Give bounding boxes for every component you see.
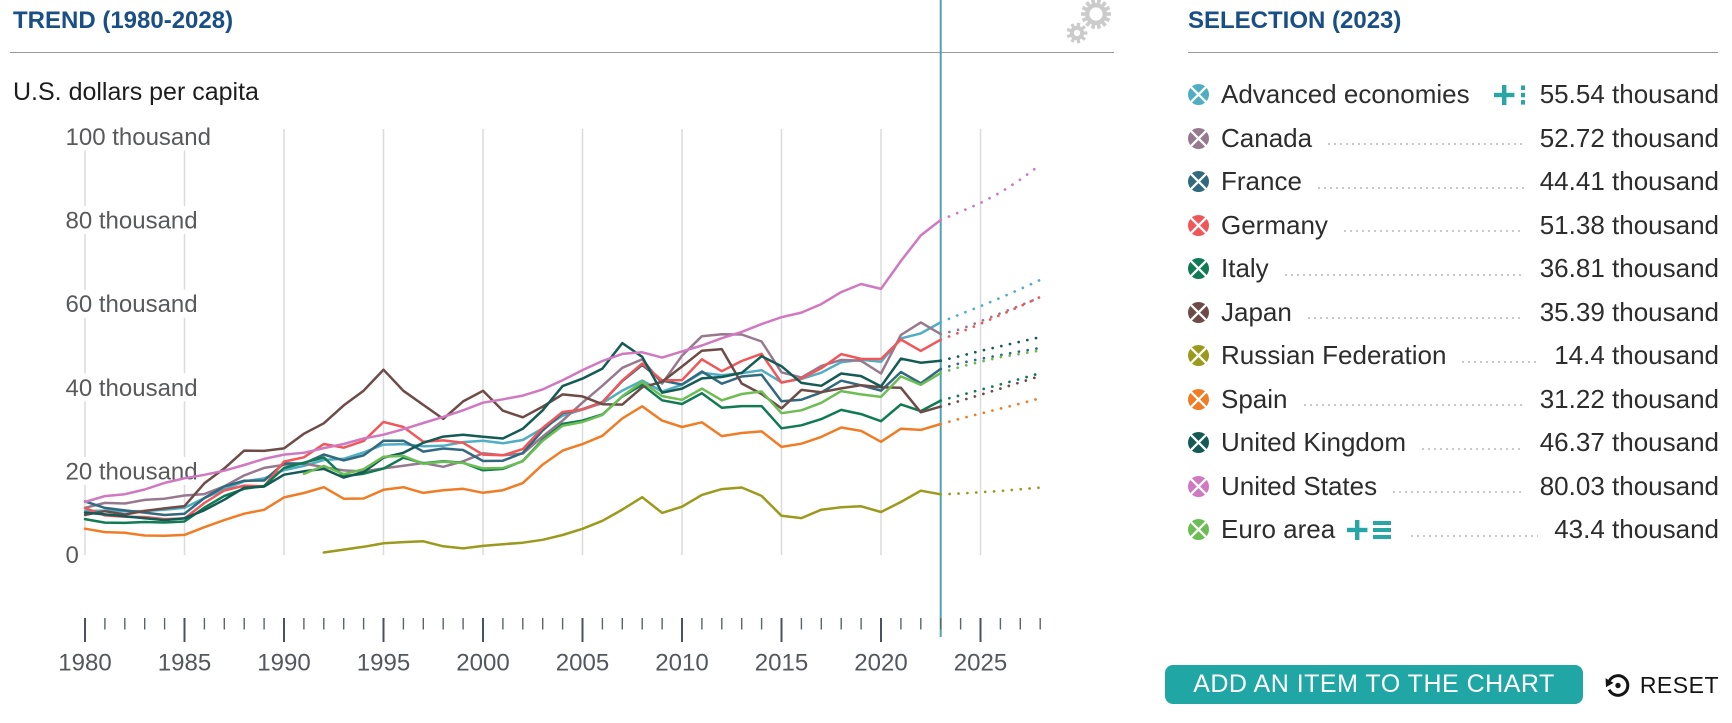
svg-text:1995: 1995 [357, 650, 410, 677]
svg-text:80 thousand: 80 thousand [66, 208, 198, 235]
svg-text:1980: 1980 [58, 650, 111, 677]
svg-text:40 thousand: 40 thousand [66, 375, 198, 402]
svg-text:2010: 2010 [655, 650, 708, 677]
svg-text:20 thousand: 20 thousand [66, 458, 198, 485]
svg-text:2005: 2005 [556, 650, 609, 677]
svg-text:2025: 2025 [954, 650, 1007, 677]
svg-text:2000: 2000 [456, 650, 509, 677]
svg-text:100 thousand: 100 thousand [66, 124, 211, 151]
svg-text:2020: 2020 [854, 650, 907, 677]
svg-text:2015: 2015 [755, 650, 808, 677]
svg-text:1985: 1985 [158, 650, 211, 677]
svg-text:1990: 1990 [257, 650, 310, 677]
svg-text:0: 0 [66, 542, 79, 569]
svg-text:60 thousand: 60 thousand [66, 291, 198, 318]
